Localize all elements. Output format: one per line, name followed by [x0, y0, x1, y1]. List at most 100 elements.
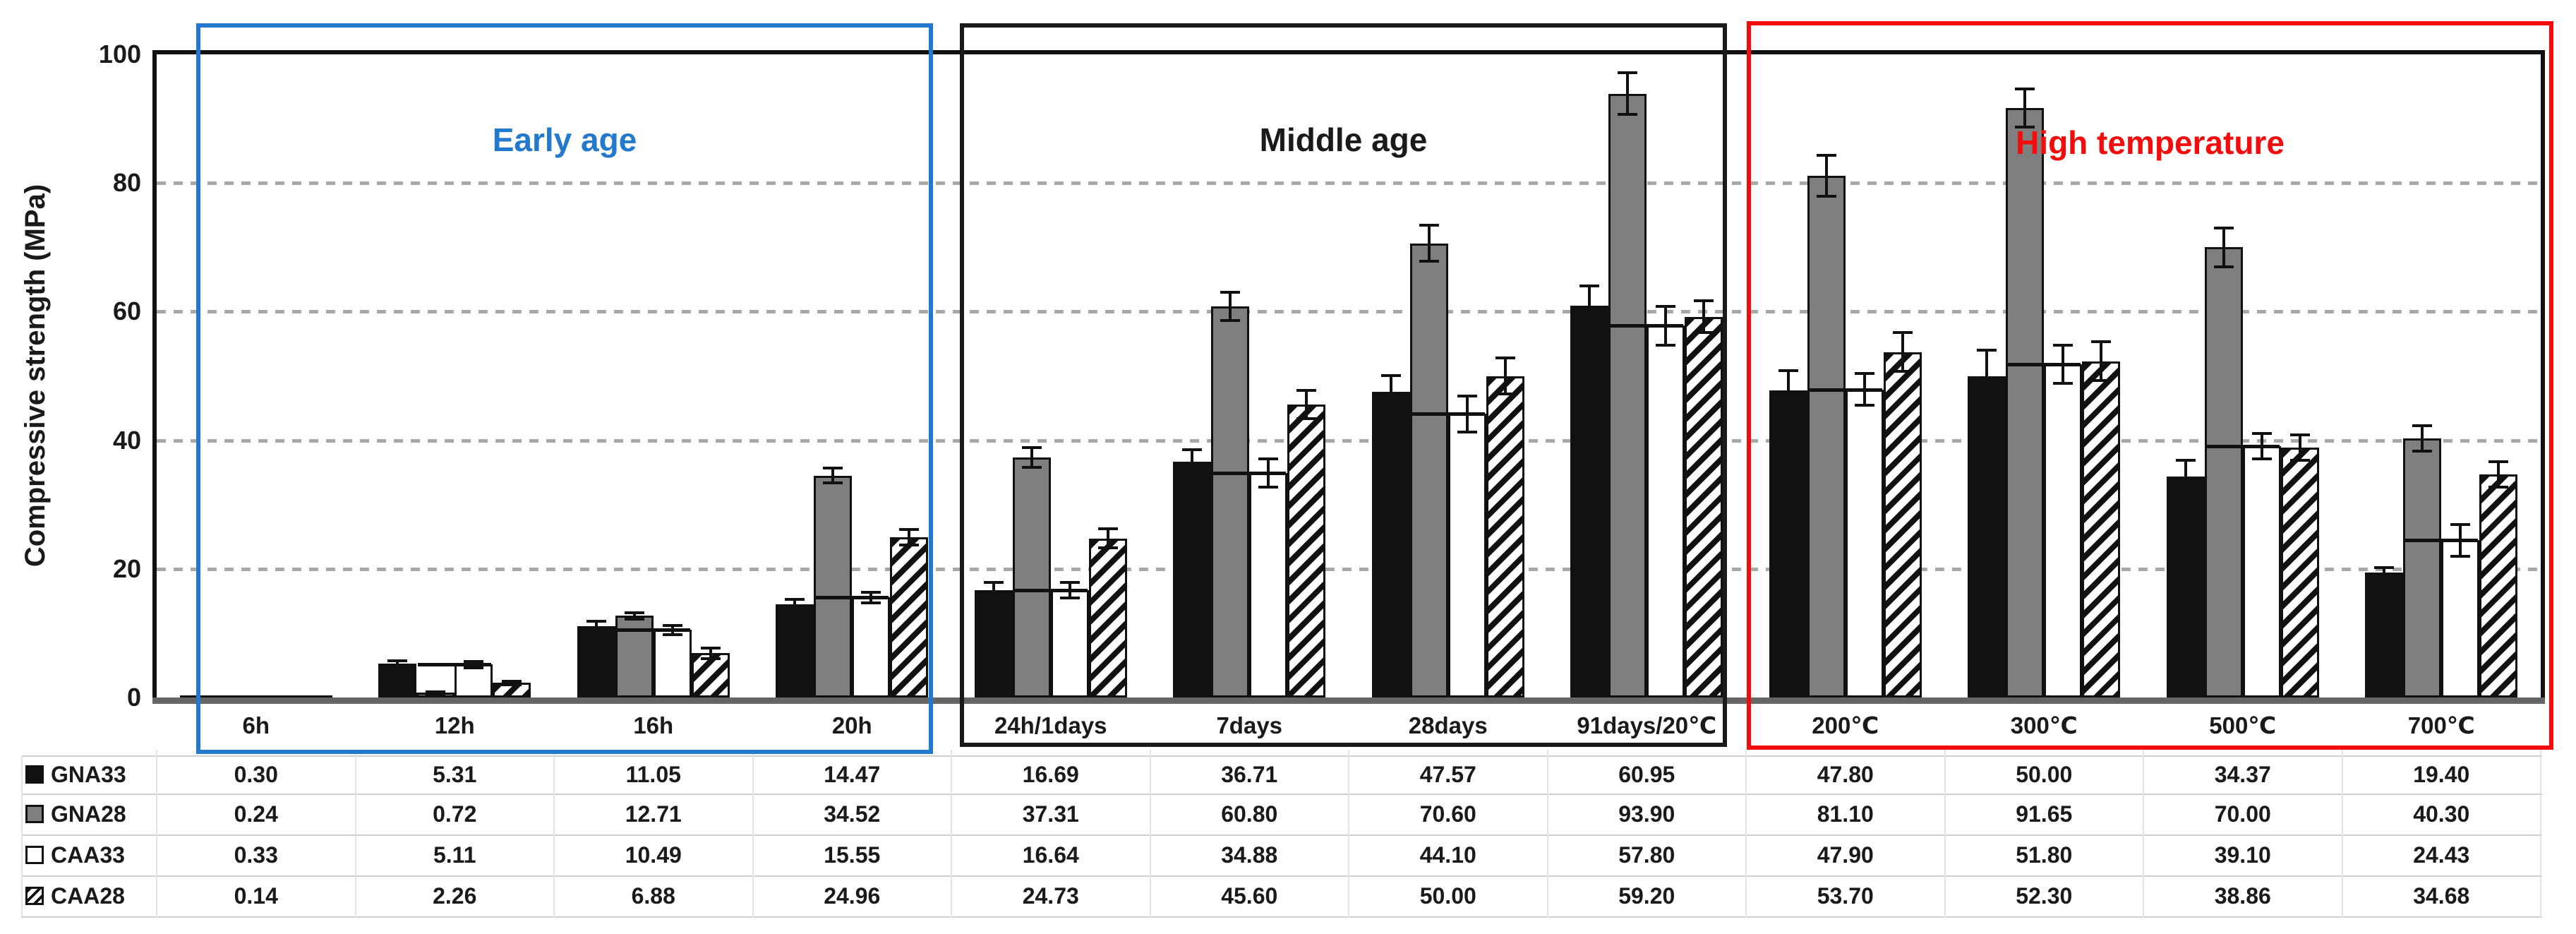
legend-label: GNA33	[51, 761, 126, 787]
error-bar-cap-bottom	[2251, 457, 2272, 461]
table-cell: 81.10	[1817, 801, 1874, 827]
bar-GNA33-500℃	[2166, 476, 2205, 697]
error-bar-cap-bottom	[1059, 597, 1080, 600]
table-cell: 37.31	[1022, 801, 1079, 827]
table-cell: 39.10	[2214, 842, 2271, 868]
bar-CAA28-28days	[1486, 376, 1524, 697]
table-cell: 47.90	[1817, 842, 1874, 868]
bar-GNA33-7days	[1173, 461, 1212, 697]
region-label-high-temperature: High temperature	[2016, 124, 2285, 161]
table-cell: 2.26	[433, 883, 477, 909]
error-bar-cap-bottom	[2213, 265, 2234, 268]
bar-GNA33-16h	[577, 626, 615, 697]
error-bar-cap-top	[1495, 356, 1515, 359]
error-bar-line	[1824, 155, 1828, 197]
error-bar-cap-bottom	[1380, 406, 1401, 409]
bar-GNA33-24h/1days	[974, 589, 1013, 697]
legend-swatch-CAA33	[25, 846, 44, 864]
bar-CAA33-200℃	[1845, 389, 1884, 697]
table-cell: 0.14	[234, 883, 278, 909]
error-bar-wide-cap	[1212, 472, 1287, 476]
error-bar-wide-cap	[1013, 589, 1088, 593]
table-cell: 5.11	[433, 842, 476, 868]
table-column-separator	[156, 750, 157, 918]
error-bar-cap-bottom	[1419, 260, 1439, 263]
error-bar-line	[1626, 73, 1630, 114]
table-cell: 50.00	[2016, 762, 2073, 787]
error-bar-line	[1191, 450, 1194, 473]
table-cell: 34.88	[1221, 842, 1278, 868]
y-tick-label: 100	[98, 40, 141, 68]
table-cell: 47.57	[1419, 762, 1476, 787]
table-cell: 44.10	[1419, 842, 1476, 868]
bar-GNA28-24h/1days	[1012, 457, 1051, 697]
region-label-middle-age: Middle age	[1259, 121, 1428, 158]
error-bar-cap-bottom	[1258, 486, 1279, 489]
error-bar-cap-bottom	[387, 664, 408, 668]
legend-item-CAA28: CAA28	[25, 875, 152, 916]
error-bar-cap-bottom	[1296, 417, 1317, 420]
bar-CAA28-500℃	[2280, 447, 2319, 697]
table-column-separator	[951, 750, 952, 918]
table-cell: 24.73	[1022, 883, 1079, 909]
table-cell: 14.47	[824, 762, 881, 787]
bar-CAA33-91days/20℃	[1647, 325, 1685, 697]
gridline	[157, 567, 2541, 571]
error-bar-wide-cap	[2007, 363, 2081, 367]
error-bar-wide-cap	[2405, 539, 2479, 543]
error-bar-line	[831, 467, 835, 484]
error-bar-cap-bottom	[2412, 450, 2433, 453]
table-cell: 0.33	[234, 842, 278, 868]
bar-GNA33-28days	[1371, 391, 1410, 697]
error-bar-cap-bottom	[2289, 459, 2310, 462]
bar-CAA33-500℃	[2242, 445, 2281, 697]
error-bar-cap-top	[1021, 446, 1042, 450]
error-bar-cap-bottom	[823, 481, 843, 485]
error-bar-cap-top	[1694, 299, 1714, 302]
error-bar-cap-top	[1618, 71, 1638, 75]
table-cell: 34.68	[2413, 883, 2470, 909]
table-cell: 16.64	[1022, 842, 1079, 868]
error-bar-line	[2497, 461, 2500, 488]
table-column-separator	[1348, 750, 1349, 918]
error-bar-cap-bottom	[899, 543, 920, 546]
error-bar-cap-top	[1778, 369, 1798, 373]
error-bar-cap-bottom	[785, 608, 805, 611]
table-cell: 50.00	[1419, 883, 1476, 909]
error-bar-cap-bottom	[1579, 323, 1600, 327]
error-bar-line	[1030, 448, 1033, 467]
error-bar-wide-cap	[815, 596, 889, 600]
error-bar-cap-bottom	[624, 617, 644, 621]
error-bar-cap-top	[1854, 371, 1874, 375]
table-row-separator	[21, 916, 2542, 918]
error-bar-cap-top	[1258, 457, 1279, 461]
bar-CAA33-7days	[1249, 473, 1288, 697]
table-cell: 57.80	[1618, 842, 1675, 868]
error-bar-cap-bottom	[1854, 404, 1874, 407]
table-cell: 34.52	[824, 801, 881, 827]
bar-CAA28-91days/20℃	[1685, 316, 1723, 697]
legend-item-GNA33: GNA33	[25, 755, 152, 794]
error-bar-cap-bottom	[861, 601, 881, 604]
error-bar-cap-bottom	[1816, 195, 1836, 198]
error-bar-line	[1106, 529, 1109, 549]
x-category-label: 300℃	[2010, 712, 2078, 738]
error-bar-cap-top	[2374, 565, 2395, 569]
error-bar-line	[2023, 88, 2027, 128]
error-bar-cap-top	[2015, 87, 2035, 90]
table-column-separator	[553, 750, 555, 918]
bar-CAA33-16h	[653, 630, 692, 697]
x-category-label: 24h/1days	[994, 712, 1107, 738]
error-bar-line	[2100, 342, 2103, 381]
table-cell: 53.70	[1817, 883, 1874, 909]
gridline	[157, 438, 2541, 443]
error-bar-cap-top	[1977, 349, 1997, 352]
error-bar-line	[2298, 434, 2301, 461]
table-row-separator	[21, 755, 2542, 757]
error-bar-line	[396, 660, 399, 666]
error-bar-line	[1427, 225, 1431, 262]
error-bar-cap-top	[662, 624, 682, 628]
error-bar-cap-top	[899, 527, 920, 531]
x-category-label: 6h	[242, 712, 270, 738]
